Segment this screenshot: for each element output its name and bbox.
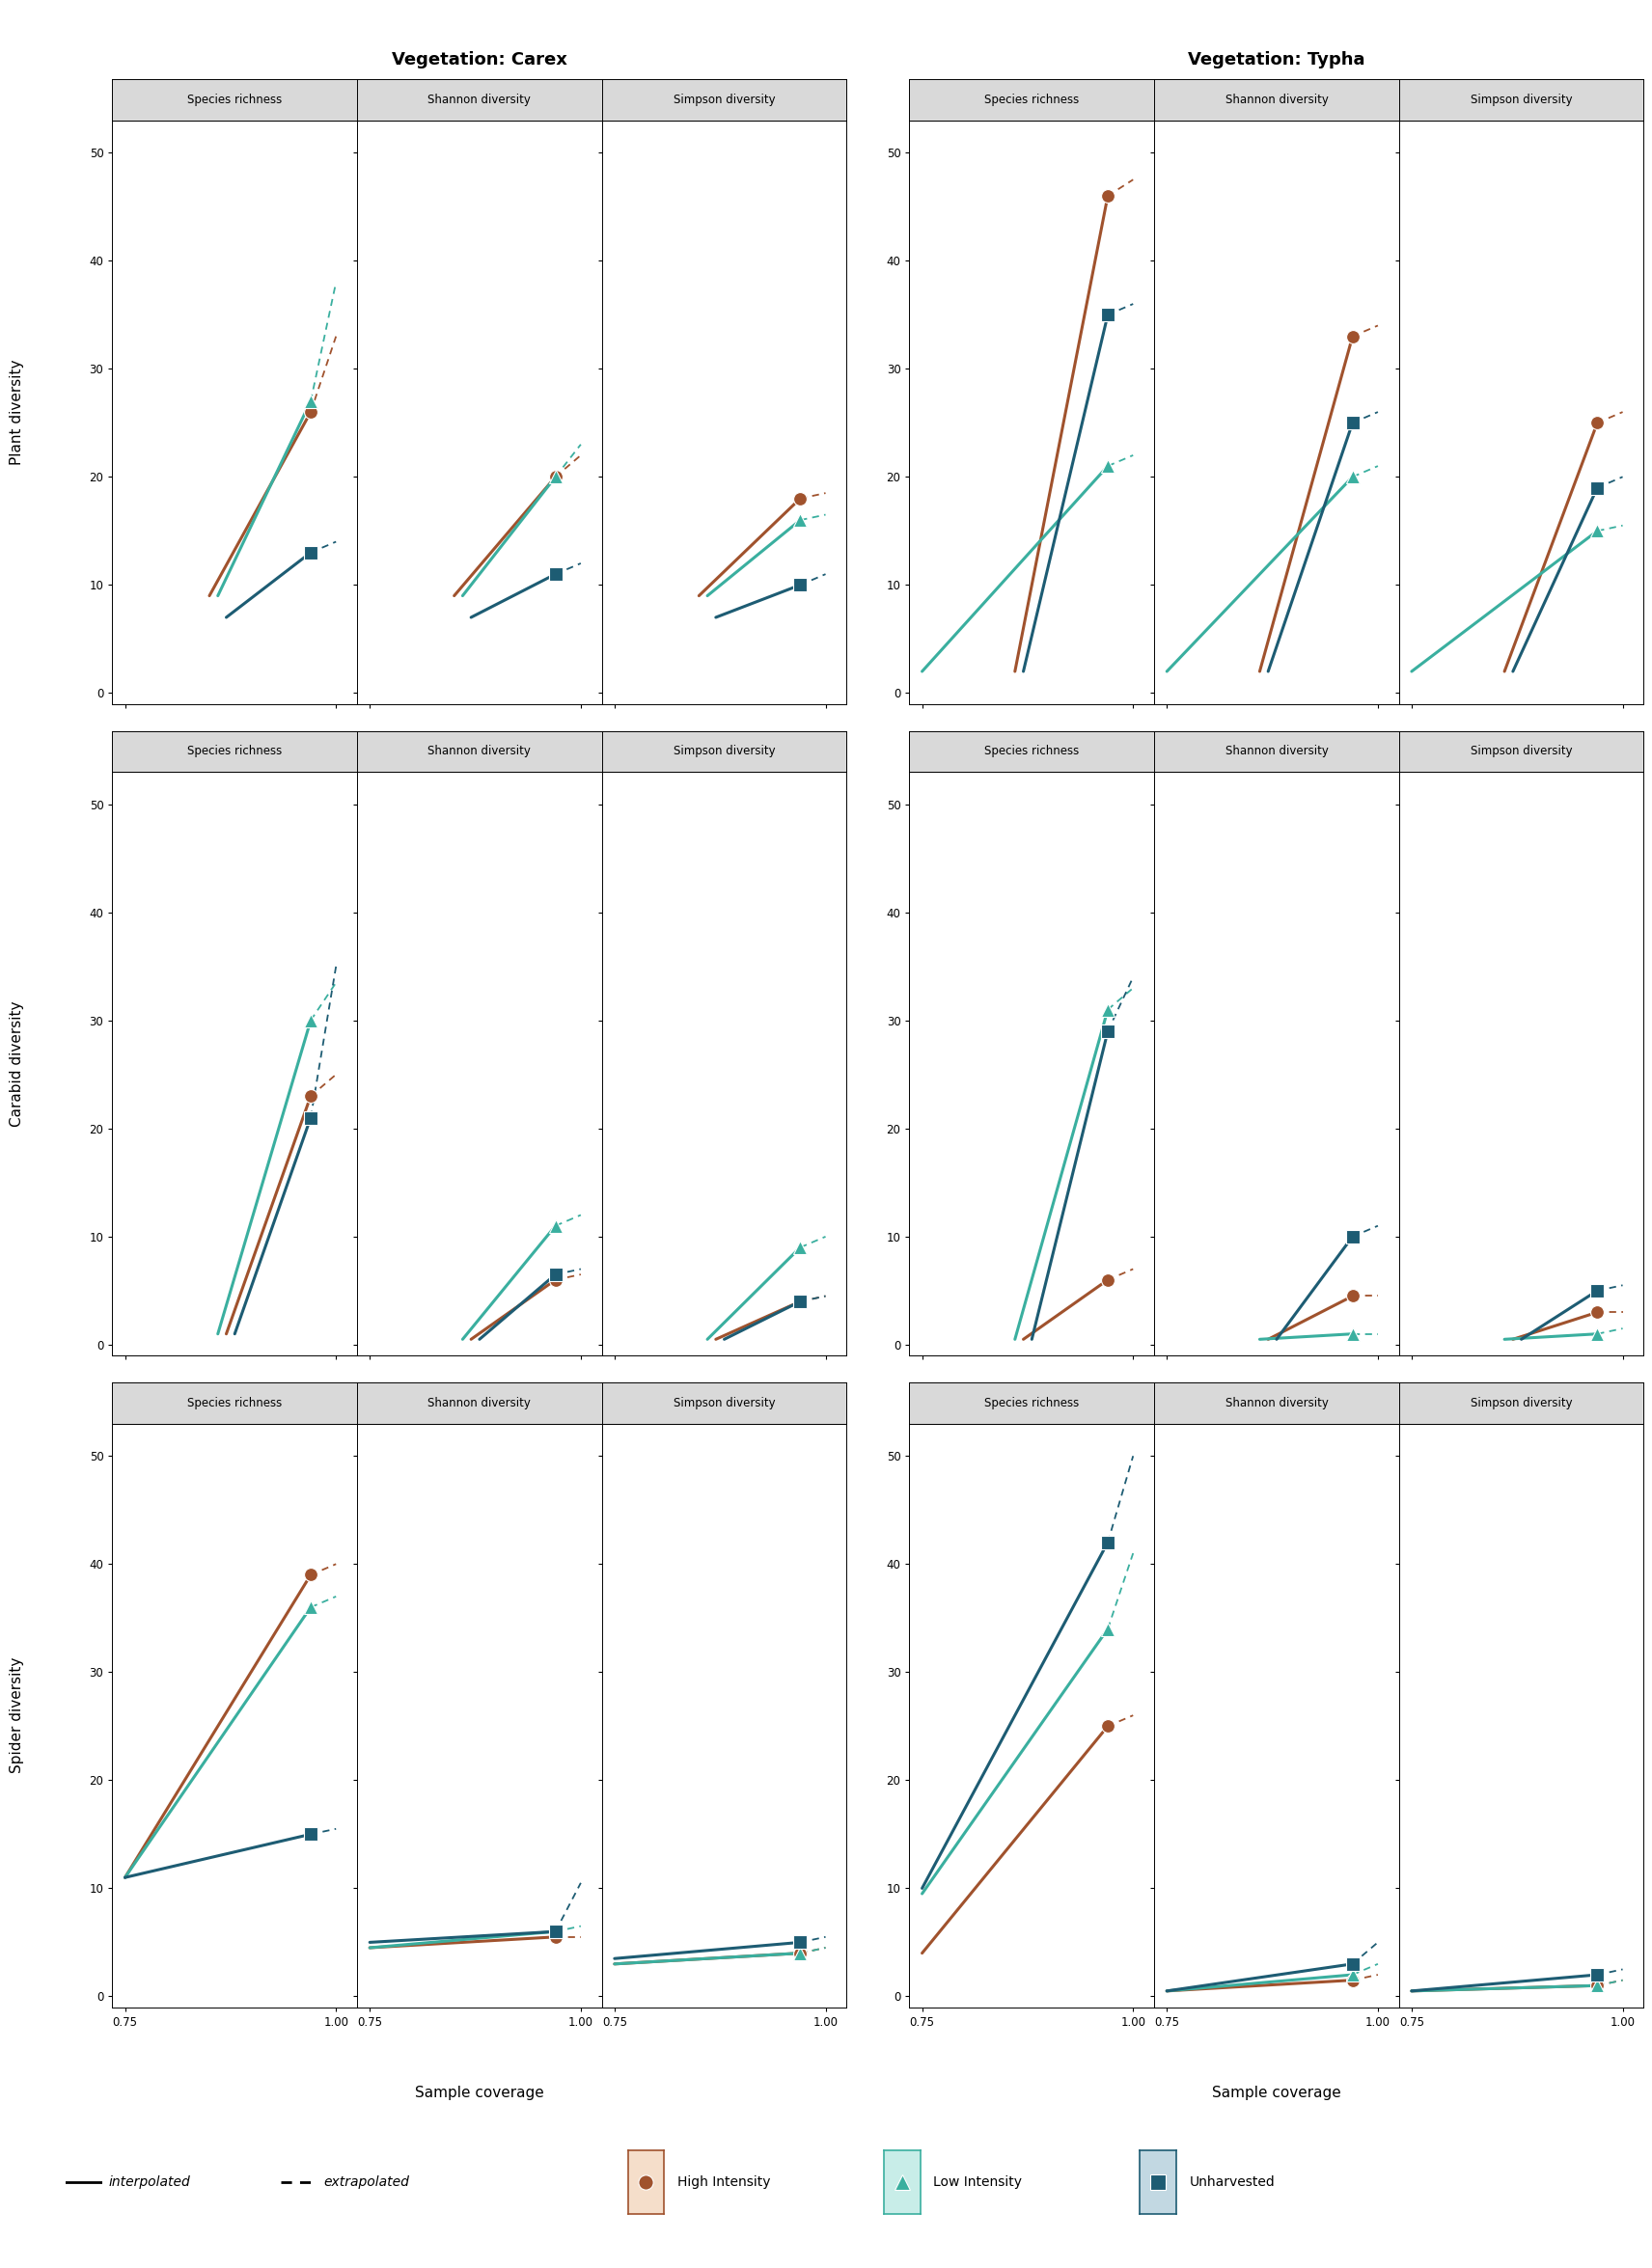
Text: High Intensity: High Intensity <box>677 2175 770 2189</box>
Text: Simpson diversity: Simpson diversity <box>674 1397 775 1408</box>
Text: Vegetation: Carex: Vegetation: Carex <box>392 50 567 68</box>
Text: Species richness: Species richness <box>187 93 282 107</box>
Text: Shannon diversity: Shannon diversity <box>428 746 530 758</box>
Text: Shannon diversity: Shannon diversity <box>1226 93 1328 107</box>
Text: Species richness: Species richness <box>985 1397 1079 1408</box>
Text: Simpson diversity: Simpson diversity <box>674 93 775 107</box>
Text: Species richness: Species richness <box>187 1397 282 1408</box>
Text: Species richness: Species richness <box>985 746 1079 758</box>
Text: Species richness: Species richness <box>187 746 282 758</box>
Text: extrapolated: extrapolated <box>324 2175 410 2189</box>
Text: Sample coverage: Sample coverage <box>415 2087 544 2100</box>
Text: Low Intensity: Low Intensity <box>933 2175 1023 2189</box>
Text: interpolated: interpolated <box>109 2175 192 2189</box>
Text: Simpson diversity: Simpson diversity <box>1470 1397 1573 1408</box>
Text: Shannon diversity: Shannon diversity <box>1226 1397 1328 1408</box>
Text: Simpson diversity: Simpson diversity <box>674 746 775 758</box>
Text: Shannon diversity: Shannon diversity <box>428 1397 530 1408</box>
Text: Shannon diversity: Shannon diversity <box>1226 746 1328 758</box>
Text: Spider diversity: Spider diversity <box>10 1658 23 1774</box>
Text: Vegetation: Typha: Vegetation: Typha <box>1188 50 1365 68</box>
Text: Simpson diversity: Simpson diversity <box>1470 93 1573 107</box>
Text: Shannon diversity: Shannon diversity <box>428 93 530 107</box>
Text: Sample coverage: Sample coverage <box>1213 2087 1341 2100</box>
Text: Species richness: Species richness <box>985 93 1079 107</box>
Text: Plant diversity: Plant diversity <box>10 358 23 465</box>
Text: Unharvested: Unharvested <box>1189 2175 1275 2189</box>
Text: Simpson diversity: Simpson diversity <box>1470 746 1573 758</box>
Text: Carabid diversity: Carabid diversity <box>10 1000 23 1127</box>
